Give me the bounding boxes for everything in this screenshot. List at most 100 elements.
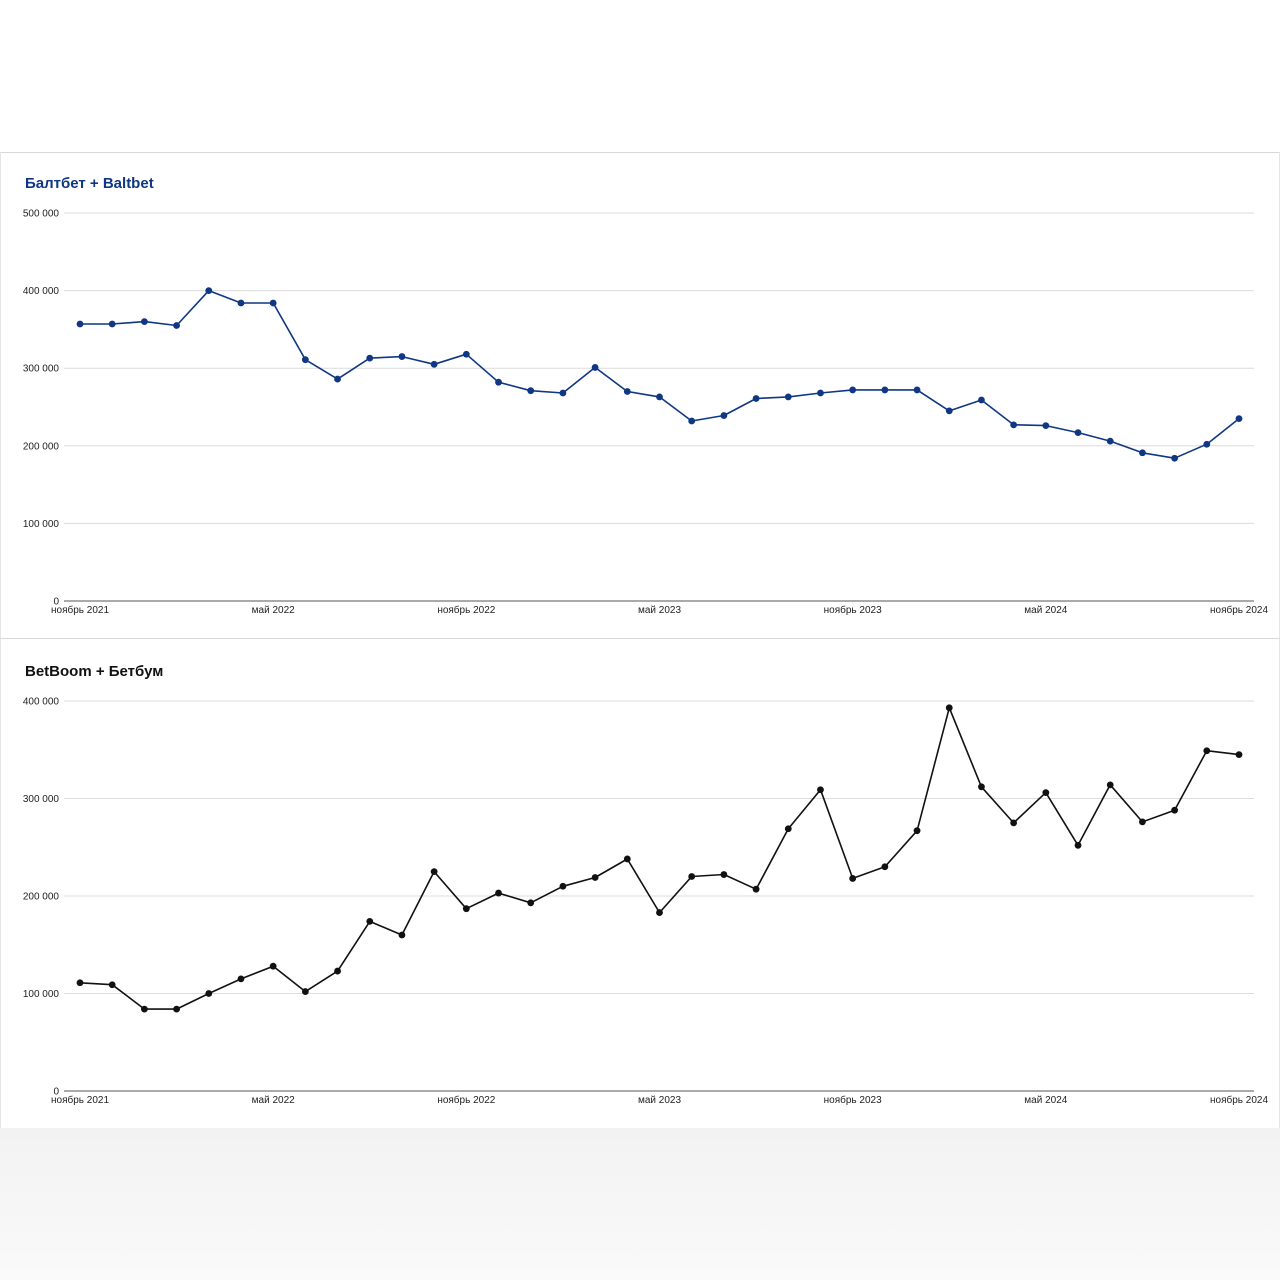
x-tick-label: ноябрь 2024 (1210, 1094, 1268, 1106)
x-tick-label: ноябрь 2022 (437, 1094, 495, 1106)
data-point (462, 905, 470, 913)
x-tick-label: ноябрь 2021 (51, 1094, 109, 1106)
x-tick-label: ноябрь 2023 (824, 604, 882, 616)
data-point (978, 783, 985, 791)
data-point (334, 375, 341, 383)
data-point (173, 1005, 180, 1013)
data-point (173, 322, 180, 329)
chart-title: Балтбет + Baltbet (25, 175, 154, 192)
data-point (301, 356, 309, 364)
x-tick-label: ноябрь 2022 (437, 604, 495, 616)
y-tick-label: 100 000 (23, 989, 60, 1000)
chart-title: BetBoom + Бетбум (25, 663, 164, 680)
data-point (1235, 751, 1243, 759)
data-point (462, 350, 470, 358)
data-point (1171, 806, 1179, 814)
data-point (1010, 819, 1018, 827)
data-point (140, 318, 148, 326)
y-tick-label: 300 000 (23, 364, 60, 375)
series-line (79, 707, 1240, 1010)
data-point (720, 871, 728, 878)
data-point (269, 962, 277, 970)
data-point (1074, 429, 1082, 437)
data-point (752, 395, 760, 402)
y-tick-label: 400 000 (23, 286, 60, 297)
x-tick-label: ноябрь 2021 (51, 604, 109, 616)
x-tick-label: ноябрь 2023 (824, 1094, 882, 1106)
data-point (1042, 422, 1050, 430)
data-point (720, 412, 728, 419)
data-point (205, 287, 213, 294)
data-point (430, 360, 438, 368)
data-point (527, 387, 535, 395)
data-point (881, 863, 889, 871)
data-point (1171, 454, 1179, 462)
data-point (1042, 789, 1050, 797)
data-point (623, 855, 631, 863)
data-point (430, 868, 438, 876)
data-point (752, 885, 760, 893)
data-point (1010, 421, 1018, 429)
data-point (1139, 449, 1146, 457)
data-point (1203, 440, 1211, 448)
data-point (495, 889, 502, 897)
data-point (398, 931, 406, 939)
y-tick-label: 0 (53, 597, 59, 608)
chart-panel-betboom: BetBoom + Бетбум 0 100 000 200 000 300 000 4… (0, 638, 1280, 1129)
data-point (656, 393, 663, 401)
x-tick-label: май 2022 (252, 1095, 295, 1106)
data-point (527, 899, 535, 907)
data-point (76, 979, 84, 987)
x-tick-label: май 2023 (638, 605, 681, 616)
data-point (945, 407, 953, 415)
data-point (978, 396, 985, 404)
data-point (301, 988, 309, 995)
data-point (913, 827, 921, 835)
data-point (817, 389, 824, 397)
data-point (140, 1005, 148, 1013)
data-point (881, 386, 889, 394)
data-point (849, 875, 857, 882)
data-point (784, 825, 792, 833)
line-chart-betboom: 0 100 000 200 000 300 000 400 000 ноябрь 2021… (23, 697, 1269, 1107)
data-point (1074, 841, 1082, 849)
data-point (334, 967, 341, 975)
data-point (237, 975, 245, 983)
data-point (559, 389, 567, 397)
chart-panel-baltbet: Балтбет + Baltbet 0 100 000 200 000 300 000… (0, 152, 1280, 639)
y-tick-label: 400 000 (23, 697, 60, 708)
data-point (1203, 747, 1211, 755)
data-point (688, 873, 696, 880)
background-blur-strip (0, 1128, 1280, 1280)
data-point (688, 417, 696, 425)
data-point (1235, 415, 1243, 423)
data-point (108, 981, 116, 989)
data-point (366, 917, 374, 925)
data-point (366, 354, 374, 362)
data-point (205, 990, 213, 997)
data-point (849, 386, 857, 394)
x-tick-label: ноябрь 2024 (1210, 604, 1268, 616)
data-point (913, 386, 921, 394)
x-tick-label: май 2023 (638, 1095, 681, 1106)
data-point (269, 299, 277, 307)
data-point (623, 388, 631, 395)
data-point (591, 364, 599, 371)
data-point (398, 353, 406, 360)
series-line (80, 289, 1240, 460)
x-tick-label: май 2024 (1024, 605, 1067, 616)
data-point (945, 704, 953, 712)
data-point (495, 378, 502, 386)
data-point (1106, 781, 1114, 789)
y-tick-label: 300 000 (23, 794, 60, 805)
y-tick-label: 200 000 (23, 892, 60, 903)
data-point (817, 786, 824, 794)
y-tick-label: 100 000 (23, 519, 60, 530)
x-tick-label: май 2022 (252, 605, 295, 616)
data-point (591, 874, 599, 881)
data-point (784, 393, 792, 401)
data-point (76, 320, 84, 328)
y-tick-label: 500 000 (23, 209, 60, 220)
y-tick-label: 0 (53, 1087, 59, 1098)
data-point (1139, 818, 1146, 826)
